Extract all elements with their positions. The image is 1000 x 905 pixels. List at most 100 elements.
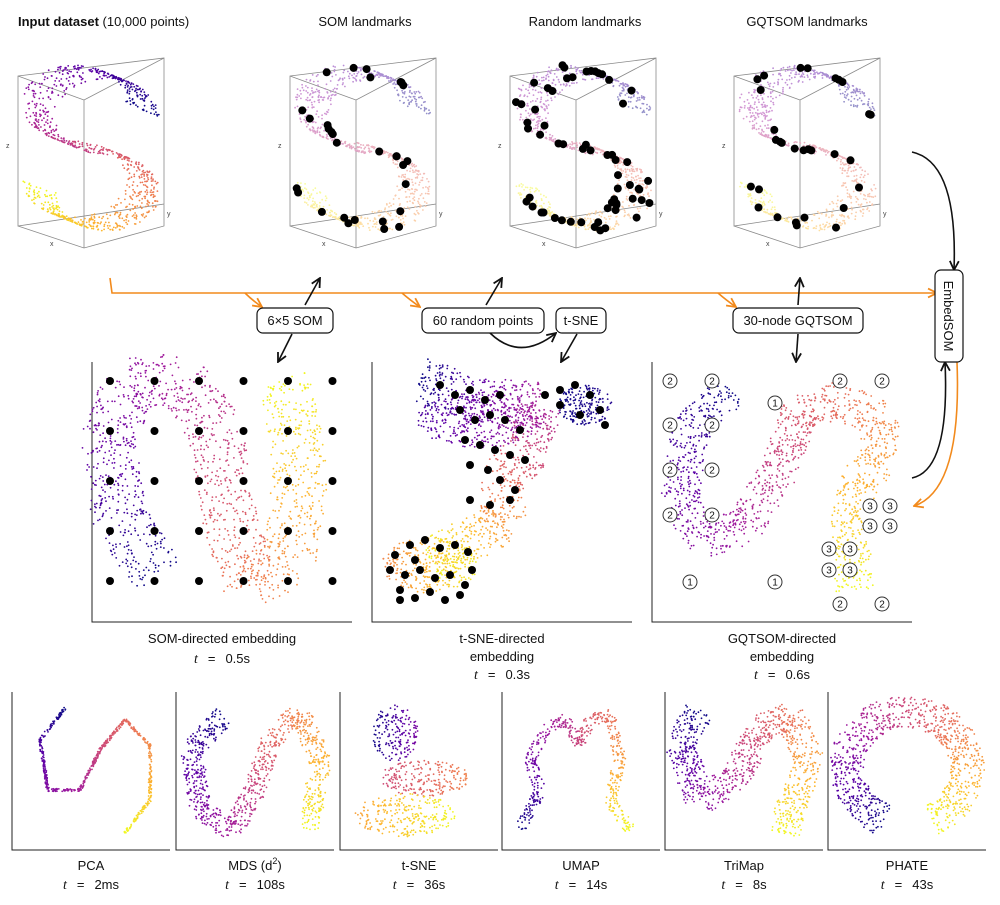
som-landmarks-title: SOM landmarks <box>318 14 412 29</box>
gqtsom-node-label: 2 <box>837 600 843 611</box>
landmark-dot <box>466 461 474 469</box>
landmark-dot <box>328 427 337 435</box>
cube-axis-z: z <box>278 143 282 150</box>
landmark-dot <box>380 225 389 233</box>
landmark-dot <box>614 171 622 180</box>
gqtsom-node: 3 <box>842 541 858 557</box>
landmark-dot <box>577 218 586 227</box>
landmark-dot <box>524 124 532 133</box>
landmark-dot <box>611 206 620 215</box>
orange-to-gqtsom <box>717 292 736 307</box>
gqtsom-node-label: 1 <box>772 399 778 410</box>
som-box: 6×5 SOM <box>256 307 334 334</box>
gqtsom-embedding-frame <box>651 362 912 623</box>
landmark-dot <box>106 427 114 435</box>
landmark-dot <box>150 427 159 435</box>
cube-frame <box>733 57 881 249</box>
landmark-dot <box>401 180 410 189</box>
gqtsom-embedding-plot: 1 1 1 2 2 2 2 2 2 2 2 2 2 2 2 3 3 3 3 3 3 3 3 <box>660 373 900 612</box>
landmark-dot <box>461 436 469 444</box>
gqtsom-node: 1 <box>767 574 783 590</box>
gqtsom-embedding-time: t = 0.6s <box>754 667 811 683</box>
gqtsom-node-label: 3 <box>867 502 873 513</box>
gqtsom-node: 2 <box>874 373 890 389</box>
som-embedding-plot <box>81 354 337 604</box>
landmark-dot <box>496 391 504 399</box>
gqtsom-node: 2 <box>662 507 678 523</box>
tsne-embedding-time: t = 0.3s <box>474 667 531 683</box>
gqtsom-node-label: 2 <box>667 466 673 477</box>
landmark-dot <box>506 451 514 459</box>
som-box-label: 6×5 SOM <box>267 313 322 328</box>
landmark-dot <box>528 202 537 211</box>
gqtsom-node-label: 3 <box>867 522 873 533</box>
tsne-embedding-caption-2: embedding <box>470 649 534 664</box>
landmark-dot <box>396 596 404 604</box>
pca-time: t = 2ms <box>63 877 120 893</box>
landmark-dot <box>755 185 763 194</box>
orange-to-random <box>401 292 420 307</box>
cube-points <box>294 64 431 232</box>
pca-frame <box>11 692 170 851</box>
landmark-dot <box>195 427 203 435</box>
landmark-dot <box>195 527 203 535</box>
landmark-dot <box>834 75 843 84</box>
landmark-dot <box>484 466 492 474</box>
gqtsom-node-label: 3 <box>826 545 832 556</box>
middle-plots: 1 1 1 2 2 2 2 2 2 2 2 2 2 2 2 3 3 3 3 3 3 3 3 <box>81 354 900 612</box>
landmark-dot <box>436 381 444 389</box>
gqtsom-node-label: 2 <box>709 421 715 432</box>
landmark-dot <box>627 86 636 95</box>
gqtsom-node: 2 <box>874 596 890 612</box>
gqtsom-node: 2 <box>832 373 848 389</box>
landmark-dot <box>491 446 499 454</box>
landmark-dot <box>635 185 644 194</box>
tsne-plot <box>354 704 468 838</box>
landmark-dot <box>464 548 472 556</box>
landmark-dot <box>305 114 314 123</box>
mds-plot <box>180 707 331 838</box>
landmark-dot <box>628 194 637 203</box>
gqtsom-node: 2 <box>704 507 720 523</box>
gqtsom-embedding-caption-1: GQTSOM-directed <box>728 631 836 646</box>
landmark-dot <box>399 161 408 169</box>
landmark-dot <box>328 577 337 585</box>
landmark-dot <box>556 386 564 394</box>
landmark-dot <box>773 213 782 222</box>
landmark-dot <box>284 527 292 535</box>
arrow-som-up <box>304 278 320 306</box>
landmark-dot <box>451 391 459 399</box>
landmark-dot <box>284 427 292 435</box>
landmark-dot <box>392 152 401 161</box>
landmark-dot <box>239 527 248 535</box>
landmark-dot <box>623 158 632 167</box>
gqtsom-node: 2 <box>704 462 720 478</box>
gqtsom-node-label: 2 <box>667 377 673 388</box>
arrow-gqtsom-embedsom <box>911 151 954 270</box>
landmark-dot <box>556 401 564 409</box>
landmark-dot <box>560 63 569 72</box>
landmark-dot <box>456 406 464 414</box>
cube-axis-y: y <box>439 211 443 218</box>
gqtsom-node-label: 2 <box>667 511 673 522</box>
landmark-dot <box>456 591 464 599</box>
landmark-dot <box>328 527 337 535</box>
landmark-dot <box>804 145 813 154</box>
random-points-box: 60 random points <box>421 307 545 334</box>
cube-panels: x y z x y z x y z x y z <box>6 57 887 249</box>
cube-landmarks <box>292 63 412 233</box>
landmark-dot <box>800 213 809 222</box>
tsne-frame <box>339 692 498 851</box>
orange-embedsom-out <box>914 361 959 506</box>
landmark-dot <box>645 199 654 207</box>
input-dataset-title: Input dataset (10,000 points) <box>18 14 189 29</box>
cube-frame <box>17 57 165 249</box>
landmark-dot <box>563 74 571 83</box>
landmark-dot <box>866 110 875 119</box>
landmark-dot <box>324 124 333 133</box>
gqtsom-box-label: 30-node GQTSOM <box>743 313 852 328</box>
landmark-dot <box>466 496 474 504</box>
arrow-gqtsom-down <box>796 333 798 362</box>
landmark-dot <box>770 125 779 134</box>
